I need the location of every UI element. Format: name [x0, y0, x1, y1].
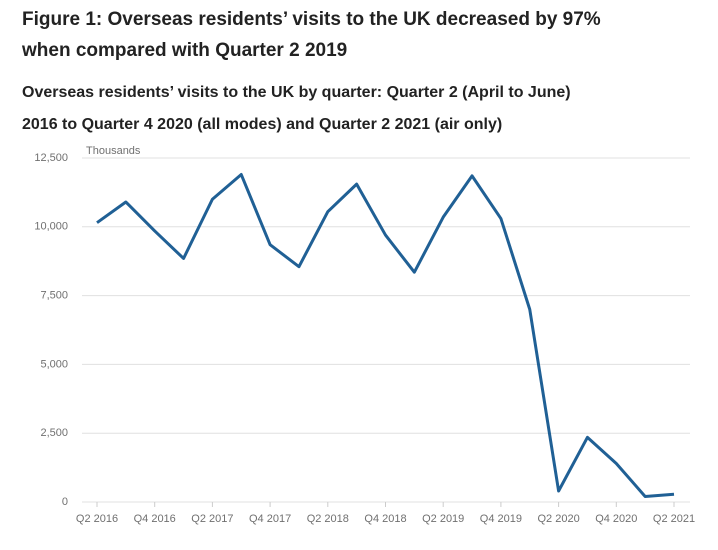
y-tick-label: 5,000: [40, 358, 68, 370]
x-tick-label: Q2 2021: [653, 513, 695, 525]
x-tick-label: Q4 2019: [480, 513, 522, 525]
y-tick-label: 12,500: [34, 152, 68, 164]
x-tick-label: Q4 2016: [134, 513, 176, 525]
y-tick-label: 10,000: [34, 221, 68, 233]
x-tick-label: Q4 2020: [595, 513, 637, 525]
y-axis-label: Thousands: [86, 145, 141, 157]
x-tick-label: Q4 2017: [249, 513, 291, 525]
x-tick-label: Q2 2016: [76, 513, 118, 525]
chart-title: Figure 1: Overseas residents’ visits to …: [22, 9, 601, 30]
x-tick-label: Q4 2018: [364, 513, 406, 525]
chart-subtitle: 2016 to Quarter 4 2020 (all modes) and Q…: [22, 116, 502, 133]
x-tick-label: Q2 2018: [307, 513, 349, 525]
x-tick-label: Q2 2017: [191, 513, 233, 525]
x-tick-label: Q2 2020: [537, 513, 579, 525]
chart-subtitle: Overseas residents’ visits to the UK by …: [22, 84, 571, 101]
y-tick-label: 2,500: [40, 427, 68, 439]
data-line: [96, 173, 675, 498]
y-tick-label: 0: [62, 496, 68, 508]
y-tick-label: 7,500: [40, 290, 68, 302]
chart-title: when compared with Quarter 2 2019: [21, 40, 347, 61]
x-tick-label: Q2 2019: [422, 513, 464, 525]
